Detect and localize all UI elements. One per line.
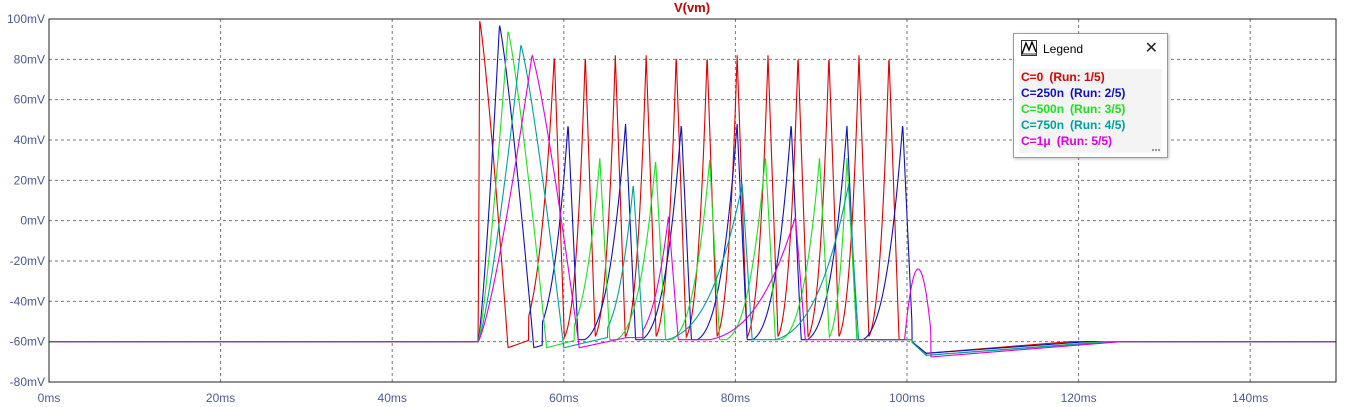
plot-frame	[48, 18, 1337, 383]
trace-lines	[49, 20, 1336, 358]
trace-line-5	[49, 54, 1336, 358]
y-tick-label: -60mV	[10, 335, 45, 349]
legend-entry[interactable]: C=750n (Run: 4/5)	[1019, 117, 1162, 133]
legend-entry-run: (Run: 2/5)	[1070, 86, 1126, 100]
x-axis-tick-labels: 0ms 20ms 40ms 60ms 80ms 100ms 120ms 140ms	[38, 391, 1269, 405]
x-tick-label: 40ms	[378, 391, 407, 405]
x-tick-label: 60ms	[549, 391, 578, 405]
legend-panel[interactable]: Legend ✕ C=0 (Run: 1/5) C=250n (Run: 2/5) C=…	[1013, 33, 1168, 158]
y-tick-label: 40mV	[14, 133, 45, 147]
x-tick-label: 140ms	[1232, 391, 1268, 405]
chart-title: V(vm)	[674, 0, 710, 15]
y-tick-label: 60mV	[14, 93, 45, 107]
resize-grip-icon[interactable]	[1152, 143, 1160, 151]
legend-entry-name: C=750n	[1021, 118, 1065, 132]
legend-entry[interactable]: C=0 (Run: 1/5)	[1019, 69, 1162, 85]
legend-entry-run: (Run: 5/5)	[1056, 134, 1113, 148]
x-tick-label: 120ms	[1061, 391, 1097, 405]
legend-entry[interactable]: C=1μ (Run: 5/5)	[1019, 133, 1162, 149]
legend-entry-name: C=250n	[1021, 86, 1065, 100]
y-tick-label: -40mV	[10, 294, 45, 308]
legend-entries: C=0 (Run: 1/5) C=250n (Run: 2/5) C=500n (Run:…	[1019, 69, 1162, 153]
plot-trace-icon	[1021, 40, 1037, 56]
legend-entry[interactable]: C=250n (Run: 2/5)	[1019, 85, 1162, 101]
legend-header[interactable]: Legend ✕	[1014, 34, 1167, 64]
x-tick-label: 0ms	[38, 391, 61, 405]
y-tick-label: 100mV	[7, 12, 45, 26]
y-axis-tick-labels: 100mV 80mV 60mV 40mV 20mV 0mV -20mV -40mV -60mV -…	[7, 12, 45, 389]
legend-title: Legend	[1043, 42, 1084, 56]
y-tick-label: 0mV	[20, 214, 45, 228]
x-tick-label: 80ms	[721, 391, 750, 405]
legend-entry-name: C=0	[1021, 70, 1044, 84]
y-tick-label: 80mV	[14, 52, 45, 66]
y-tick-label: -80mV	[10, 375, 45, 389]
x-tick-label: 20ms	[206, 391, 235, 405]
x-tick-label: 100ms	[889, 391, 925, 405]
legend-entry-run: (Run: 1/5)	[1049, 70, 1105, 84]
legend-entry-run: (Run: 4/5)	[1070, 118, 1126, 132]
legend-entry-name: C=500n	[1021, 102, 1065, 116]
legend-entry-name: C=1μ	[1021, 134, 1051, 148]
legend-entry-run: (Run: 3/5)	[1070, 102, 1126, 116]
y-tick-label: 20mV	[14, 173, 45, 187]
legend-entry[interactable]: C=500n (Run: 3/5)	[1019, 101, 1162, 117]
close-icon[interactable]: ✕	[1144, 40, 1158, 57]
y-tick-label: -20mV	[10, 254, 45, 268]
